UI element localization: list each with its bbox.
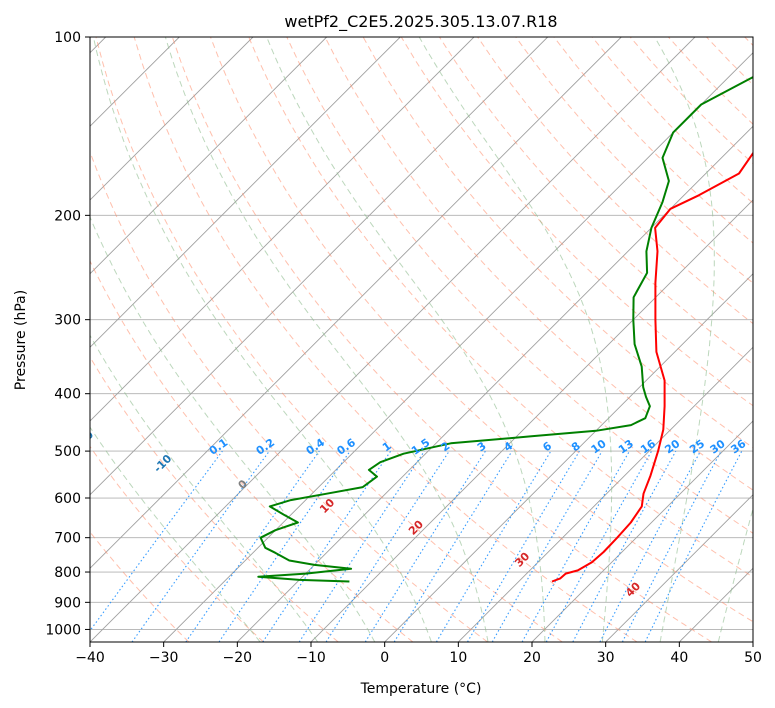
moist-adiabat-line [266,37,546,642]
y-tick-label: 800 [54,565,81,581]
dry-adiabat-line [171,37,712,642]
x-tick-label: 10 [449,650,467,666]
dry-adiabat-label: -20 [73,428,96,451]
y-tick-label: 1000 [45,622,81,638]
x-tick-label: 40 [670,650,688,666]
y-tick-label: 600 [54,491,81,507]
x-tick-label: −20 [223,650,253,666]
x-tick-label: 0 [380,650,389,666]
dry-adiabat-line [90,356,339,642]
y-tick-label: 100 [54,30,81,46]
x-tick-label: −30 [149,650,179,666]
x-tick-label: 20 [523,650,541,666]
x-tick-label: 50 [744,650,762,666]
mixing-ratio-line [325,450,450,642]
moist-adiabats [90,37,753,642]
isotherm-line [90,37,401,348]
mixing-ratio-line [90,450,223,632]
moist-adiabat-line [90,215,376,642]
mixing-ratio-line [185,450,320,642]
mixing-ratio-line [262,450,392,642]
mixing-ratio-line [572,450,677,642]
x-axis: −40 −30 −20 −10 0 10 20 30 40 50 [75,642,762,666]
y-tick-label: 500 [54,444,81,460]
isotherm-line [90,37,696,642]
isotherm-line [90,37,475,422]
x-tick-label: 30 [597,650,615,666]
dry-adiabats [90,37,753,642]
plot-frame [89,36,754,643]
moist-adiabat-line [92,37,432,642]
dry-adiabat-line [90,259,414,642]
moist-adiabat-line [418,37,613,642]
dry-adiabat-line [324,37,753,491]
y-axis: 1000 900 800 700 600 500 400 300 200 100 [45,30,90,638]
isotherm-line [90,37,622,569]
y-axis-label: Pressure (hPa) [13,290,29,390]
isotherm-line [90,37,328,275]
chart-title: wetPf2_C2E5.2025.305.13.07.R18 [284,12,557,32]
isotherm-line [236,125,753,642]
x-tick-label: −10 [296,650,326,666]
temperature-profile-line [551,151,753,583]
dry-adiabat-line [95,37,563,642]
moist-adiabat-line [90,334,319,642]
mixing-ratio-line [218,450,351,642]
plot-area: -100-90-80-70-60-50-40-30-20-10010203040… [73,37,753,642]
isotherm-line [163,52,753,642]
dry-adiabat-line [90,445,264,642]
moist-adiabat-line [90,426,261,642]
mixing-ratio-line [298,450,425,642]
sounding-curves [257,76,753,583]
mixing-ratio-line [521,450,630,642]
isotherm-line [90,37,254,201]
dry-adiabat-line [210,37,753,623]
dewpoint-profile-line [257,76,753,583]
isotherm-line [531,420,753,642]
skewed-isotherms [90,37,753,642]
dry-adiabat-line [248,37,753,578]
dry-adiabat-line [515,37,753,284]
moist-adiabat-line [717,506,753,642]
mixing-ratio-line [131,450,270,642]
isotherm-line [457,346,753,642]
y-tick-label: 900 [54,595,81,611]
dry-adiabat-line [286,37,753,534]
y-tick-label: 400 [54,387,81,403]
pressure-gridlines [90,37,753,630]
y-tick-label: 300 [54,313,81,329]
isotherm-line [384,273,753,642]
isotherm-line [605,494,753,642]
mixing-ratio-line [644,450,743,642]
mixing-ratio-line [393,450,513,642]
x-axis-label: Temperature (°C) [360,681,482,697]
isotherm-line [90,37,549,496]
y-tick-label: 700 [54,531,81,547]
y-tick-label: 200 [54,208,81,224]
x-tick-label: −40 [75,650,105,666]
mixing-ratio-lines [90,450,743,642]
moist-adiabat-line [654,37,715,642]
moist-adiabat-line [164,37,489,642]
